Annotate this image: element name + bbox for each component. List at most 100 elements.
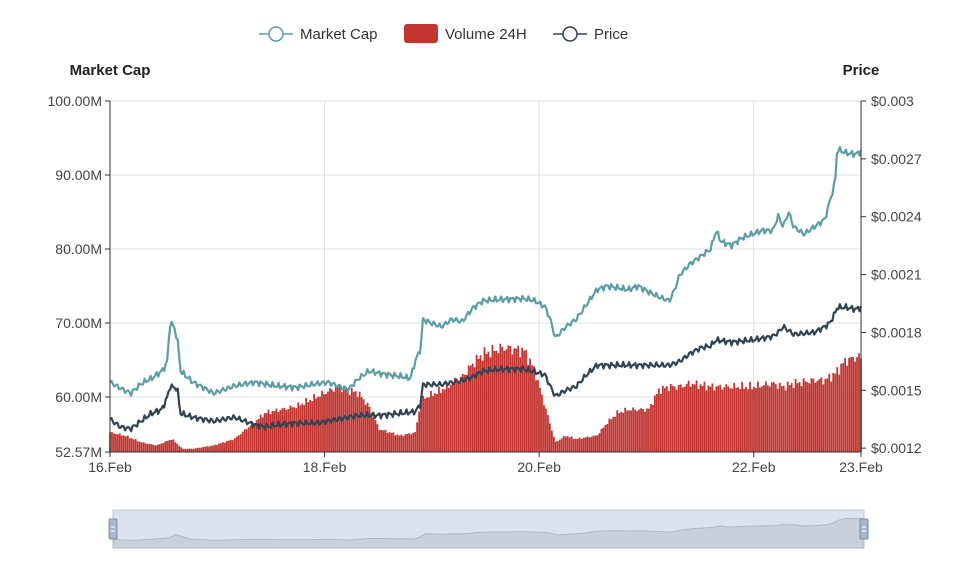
volume-bar	[436, 394, 438, 452]
volume-bar	[826, 378, 829, 452]
volume-bar	[196, 447, 199, 452]
legend-item-volume[interactable]: Volume 24H	[404, 24, 527, 43]
volume-bar	[721, 389, 724, 452]
volume-bar	[176, 443, 179, 452]
volume-bar	[759, 387, 761, 452]
volume-bar	[727, 386, 730, 452]
volume-bar	[755, 387, 757, 452]
volume-bar	[214, 444, 216, 452]
y-right-tick-label: $0.0027	[871, 151, 922, 167]
volume-bar	[620, 411, 623, 452]
legend-circle-icon	[562, 26, 578, 42]
volume-bar	[610, 419, 613, 452]
volume-bar	[701, 385, 704, 452]
volume-bar	[594, 435, 597, 452]
volume-bar	[677, 384, 680, 452]
volume-bar	[202, 447, 205, 452]
volume-bar	[136, 441, 139, 452]
volume-bar	[836, 367, 839, 452]
volume-bar	[122, 435, 125, 452]
volume-bar	[832, 372, 835, 452]
volume-bar	[178, 446, 181, 452]
volume-bar	[802, 378, 805, 452]
volume-bar	[150, 444, 153, 452]
volume-bar	[192, 448, 195, 452]
data-zoom-slider[interactable]	[108, 509, 869, 549]
volume-bar	[792, 388, 795, 452]
data-zoom-handle-left[interactable]	[108, 518, 118, 540]
volume-bar	[204, 446, 207, 452]
volume-bar	[689, 386, 692, 452]
volume-bar	[788, 385, 791, 452]
volume-bar	[822, 384, 825, 452]
volume-bar	[146, 443, 149, 452]
volume-bar	[144, 443, 147, 452]
legend-label-price: Price	[594, 26, 628, 43]
volume-bar	[184, 448, 187, 452]
volume-bar	[776, 388, 779, 452]
volume-bar	[543, 405, 545, 452]
volume-bar	[638, 409, 640, 452]
volume-bar	[384, 430, 387, 452]
volume-bar	[719, 384, 722, 452]
volume-bar	[451, 383, 454, 452]
volume-bar	[251, 421, 254, 452]
volume-bar	[679, 384, 682, 452]
volume-bar	[766, 385, 769, 452]
volume-bar	[285, 409, 288, 452]
volume-bar	[152, 445, 155, 452]
data-zoom-preview	[112, 517, 865, 549]
volume-bar	[455, 382, 458, 452]
x-tick-label: 23.Feb	[839, 459, 883, 475]
volume-bar	[457, 381, 460, 452]
x-tick-label: 18.Feb	[303, 459, 347, 475]
volume-bar	[449, 384, 452, 452]
volume-bar	[606, 423, 609, 452]
volume-bar	[493, 350, 496, 452]
volume-bar	[820, 377, 823, 452]
volume-bar	[315, 398, 317, 452]
volume-bar	[804, 381, 807, 452]
volume-bar	[164, 441, 167, 452]
volume-bar	[505, 349, 508, 452]
volume-bar	[499, 343, 502, 452]
volume-bar	[166, 440, 169, 452]
volume-bar	[560, 438, 563, 452]
volume-bar	[180, 447, 183, 452]
volume-bar	[348, 394, 351, 452]
volume-bar	[782, 385, 785, 452]
volume-bar	[741, 381, 744, 452]
volume-bar	[547, 415, 549, 452]
volume-bar	[208, 446, 210, 452]
volume-bar	[681, 387, 684, 452]
volume-bar	[729, 388, 732, 452]
volume-bar	[190, 448, 193, 452]
volume-bar	[564, 436, 567, 452]
data-zoom-handle-right[interactable]	[859, 518, 869, 540]
legend-item-price[interactable]: Price	[553, 26, 628, 43]
volume-bar	[410, 434, 413, 452]
volume-bar	[402, 436, 405, 452]
volume-bar	[465, 374, 468, 452]
volume-bar	[570, 436, 573, 452]
volume-bar	[531, 365, 533, 452]
volume-bar	[600, 428, 603, 452]
volume-bar	[229, 439, 232, 452]
volume-bar	[854, 361, 856, 452]
volume-bar	[768, 386, 771, 452]
volume-bar	[327, 391, 329, 452]
legend-item-market-cap[interactable]: Market Cap	[259, 26, 378, 43]
volume-bar	[632, 407, 635, 452]
volume-bar	[731, 388, 734, 452]
volume-bar	[430, 391, 432, 452]
volume-bar	[275, 408, 278, 452]
volume-bar	[749, 381, 751, 452]
volume-bar	[463, 374, 466, 452]
volume-bar	[687, 380, 690, 452]
volume-bar	[432, 396, 434, 452]
volume-bar	[406, 433, 409, 452]
volume-bar	[852, 356, 854, 452]
volume-bar	[844, 357, 847, 452]
volume-bar	[443, 389, 446, 452]
volume-bar	[808, 383, 811, 452]
